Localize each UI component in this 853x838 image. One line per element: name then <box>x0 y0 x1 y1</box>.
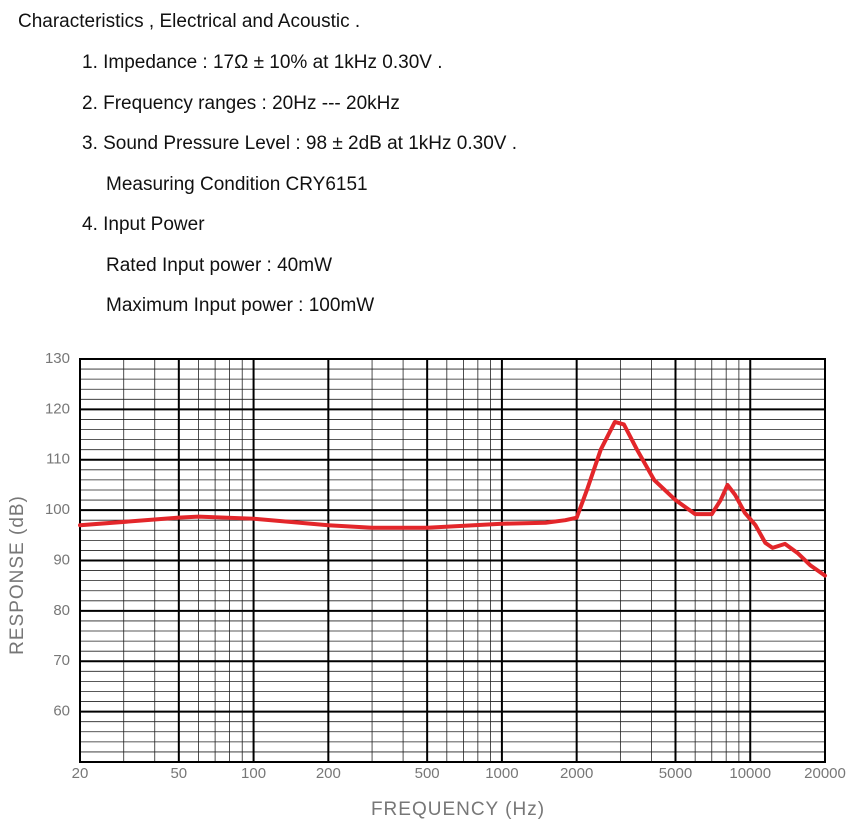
spec-line: 3. Sound Pressure Level : 98 ± 2dB at 1k… <box>82 133 517 154</box>
spec-line: Measuring Condition CRY6151 <box>106 174 368 195</box>
x-tick-label: 500 <box>415 765 440 782</box>
y-tick-label: 120 <box>45 400 70 417</box>
x-tick-label: 100 <box>241 765 266 782</box>
x-tick-label: 20 <box>72 765 89 782</box>
y-tick-label: 100 <box>45 501 70 518</box>
spec-line: Rated Input power : 40mW <box>106 255 332 276</box>
spec-line: 1. Impedance : 17Ω ± 10% at 1kHz 0.30V . <box>82 52 443 73</box>
x-tick-label: 10000 <box>729 765 771 782</box>
y-axis-label: RESPONSE (dB) <box>7 495 28 655</box>
y-tick-label: 70 <box>53 652 70 669</box>
x-tick-label: 200 <box>316 765 341 782</box>
title: Characteristics , Electrical and Acousti… <box>18 11 360 32</box>
y-tick-label: 80 <box>53 602 70 619</box>
y-tick-label: 110 <box>46 451 70 468</box>
spec-line: Maximum Input power : 100mW <box>106 295 374 316</box>
y-tick-label: 130 <box>45 350 70 367</box>
x-tick-label: 2000 <box>560 765 593 782</box>
x-tick-label: 20000 <box>804 765 846 782</box>
response-curve <box>78 419 827 578</box>
spec-line: 2. Frequency ranges : 20Hz --- 20kHz <box>82 93 400 114</box>
x-tick-label: 1000 <box>485 765 518 782</box>
y-tick-label: 60 <box>53 703 70 720</box>
x-tick-label: 5000 <box>659 765 692 782</box>
plot-frame <box>79 358 826 763</box>
y-tick-label: 90 <box>53 551 70 568</box>
x-tick-label: 50 <box>170 765 187 782</box>
spec-line: 4. Input Power <box>82 214 205 235</box>
x-axis-label: FREQUENCY (Hz) <box>371 799 545 820</box>
